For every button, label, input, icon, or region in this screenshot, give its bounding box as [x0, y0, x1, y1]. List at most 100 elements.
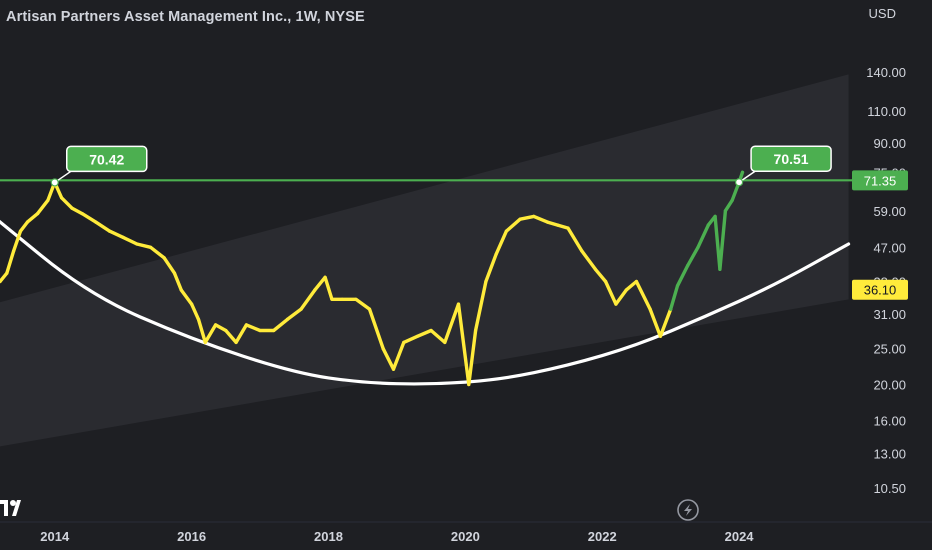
- price-point: [686, 263, 690, 267]
- y-tick-label: 10.50: [873, 481, 906, 496]
- y-tick-label: 16.00: [873, 413, 906, 428]
- price-point: [36, 212, 40, 216]
- price-point: [614, 302, 618, 306]
- price-point: [696, 245, 700, 249]
- callout-anchor: [734, 178, 744, 187]
- price-point: [467, 382, 471, 387]
- price-point: [46, 198, 50, 202]
- price-point: [415, 334, 419, 338]
- callout-1: 70.42: [50, 145, 148, 187]
- y-tick-label: 13.00: [873, 447, 906, 462]
- price-point: [18, 229, 23, 233]
- price-point: [429, 328, 433, 333]
- current-price-badge: 36.10: [852, 279, 908, 300]
- y-tick-label: 20.00: [873, 378, 906, 393]
- currency-label: USD: [868, 6, 896, 21]
- price-point: [556, 223, 560, 227]
- price-point: [196, 317, 201, 321]
- price-point: [532, 214, 536, 218]
- price-point: [391, 367, 396, 371]
- price-point: [179, 288, 183, 292]
- price-badge-label: 71.35: [864, 173, 897, 188]
- x-tick-label: 2024: [725, 529, 755, 544]
- y-tick-label: 90.00: [873, 136, 906, 151]
- price-point: [593, 267, 598, 271]
- price-point: [5, 271, 9, 275]
- price-point: [713, 214, 717, 218]
- price-point: [162, 256, 166, 260]
- price-point: [299, 307, 303, 311]
- price-point: [272, 328, 276, 333]
- price-point: [566, 226, 570, 230]
- price-point: [624, 288, 628, 292]
- price-point: [121, 235, 125, 239]
- price-point: [484, 279, 488, 284]
- channel-layer: [0, 74, 849, 447]
- price-point: [494, 252, 498, 256]
- price-point: [648, 307, 652, 311]
- callout-layer: 70.42 70.51: [50, 145, 832, 187]
- series-layer: [0, 170, 745, 387]
- price-point: [285, 317, 289, 321]
- price-point: [340, 297, 344, 301]
- price-point: [545, 220, 550, 224]
- price-badges: 71.35 36.10: [852, 170, 908, 300]
- price-point: [580, 249, 584, 253]
- price-point: [190, 302, 194, 306]
- callout-label: 70.42: [89, 151, 124, 167]
- price-point: [740, 170, 745, 174]
- callout-2: 70.51: [734, 145, 832, 187]
- price-point: [675, 284, 680, 288]
- price-point: [518, 217, 522, 221]
- price-point: [244, 323, 248, 327]
- callout-box: [65, 145, 148, 173]
- time-axis[interactable]: 2014 2016 2018 2020 2022 2024: [0, 521, 932, 544]
- y-tick-label: 25.00: [873, 342, 906, 357]
- price-point: [367, 307, 372, 311]
- chart-title: Artisan Partners Asset Management Inc., …: [6, 9, 365, 25]
- price-point: [60, 196, 64, 200]
- x-tick-label: 2014: [40, 529, 70, 544]
- price-point: [224, 328, 228, 333]
- tv-logo-icon[interactable]: [0, 500, 21, 516]
- price-point: [258, 328, 262, 333]
- price-point: [634, 279, 639, 284]
- price-point: [203, 340, 207, 344]
- lightning-bolt-icon[interactable]: [677, 499, 699, 521]
- channel-band: [0, 74, 849, 447]
- price-point: [234, 340, 238, 344]
- price-point: [456, 302, 461, 306]
- x-tick-label: 2016: [177, 529, 206, 544]
- price-point: [12, 249, 16, 253]
- price-point: [323, 275, 327, 279]
- price-point: [723, 209, 728, 213]
- price-point: [354, 297, 358, 301]
- resistance-price-badge: 71.35: [852, 170, 908, 191]
- price-point: [730, 198, 734, 202]
- curve-layer: [0, 219, 851, 386]
- x-tick-label: 2018: [314, 529, 343, 544]
- price-badge-label: 36.10: [864, 283, 897, 298]
- price-point: [313, 288, 317, 292]
- price-point: [172, 271, 177, 275]
- y-tick-label: 59.00: [873, 204, 906, 219]
- y-tick-label: 140.00: [866, 65, 906, 80]
- price-point: [330, 297, 334, 301]
- callout-label: 70.51: [774, 151, 809, 167]
- price-point: [706, 223, 710, 227]
- price-point: [604, 279, 608, 284]
- price-point: [504, 229, 508, 233]
- y-tick-label: 47.00: [873, 240, 906, 255]
- price-point: [669, 307, 673, 311]
- price-axis[interactable]: 10.5013.0016.0020.0025.0031.0038.0047.00…: [866, 65, 906, 496]
- price-point: [70, 206, 74, 210]
- callout-box: [750, 145, 832, 172]
- callout-anchor: [50, 178, 59, 187]
- price-badge-bg: [852, 279, 908, 300]
- price-point: [107, 229, 112, 233]
- y-tick-label: 110.00: [867, 104, 906, 119]
- price-point: [474, 328, 478, 333]
- y-tick-label: 31.00: [873, 307, 906, 322]
- price-point: [94, 220, 98, 224]
